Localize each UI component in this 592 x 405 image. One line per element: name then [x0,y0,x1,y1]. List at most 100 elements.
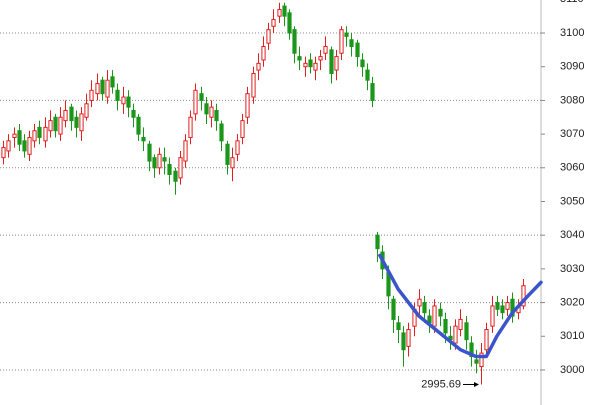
candle-body [214,110,219,122]
candle-body [69,106,74,122]
candle-body [17,130,22,145]
candle-body [157,153,162,169]
candle-body [37,126,42,138]
candle-body [355,42,360,58]
y-tick-label: 3110 [560,0,584,5]
candle-body [110,76,115,88]
candle-body [209,106,214,118]
candle-body [58,116,63,135]
y-tick-label: 3100 [560,27,584,39]
candle-body [484,329,489,351]
candle-body [230,157,235,169]
annotation-arrowhead [474,381,479,387]
candle-body [297,56,302,61]
candle-body [266,29,271,44]
candle-body [183,140,188,162]
candle-body [334,56,339,71]
candle-body [443,318,448,334]
candle-body [256,62,261,71]
y-tick-label: 3020 [560,296,584,308]
candle-body [495,302,500,310]
low-annotation: 2995.69 [421,378,461,390]
candle-body [292,29,297,54]
candle-body [105,79,110,98]
candle-body [271,19,276,27]
candle-body [188,116,193,138]
candle-body [469,342,474,357]
y-tick-label: 3030 [560,263,584,275]
candle-body [27,136,32,155]
candle-body [277,8,282,17]
candle-body [245,93,250,118]
y-tick-label: 3010 [560,330,584,342]
candle-body [1,147,6,159]
candle-body [464,322,469,341]
candle-body [365,69,370,81]
candle-body [422,302,427,314]
candle-body [323,45,328,54]
candle-body [235,140,240,155]
y-tick-label: 3000 [560,364,584,376]
candle-body [95,83,100,95]
candle-body [417,298,422,307]
candle-body [6,140,11,152]
candle-body [162,157,167,162]
candle-body [100,79,105,95]
candle-body [360,59,365,68]
candle-body [396,322,401,331]
y-tick-label: 3060 [560,162,584,174]
candle-body [308,59,313,68]
candle-body [79,113,84,132]
candle-body [147,143,152,162]
y-tick-label: 3080 [560,94,584,106]
candle-body [84,103,89,118]
y-tick-label: 3070 [560,128,584,140]
trend-line [378,253,543,359]
candle-body [53,116,58,132]
candle-body [126,96,131,108]
candle-body [131,110,136,118]
candle-body [453,325,458,344]
candle-body [204,103,209,115]
candle-body [313,62,318,71]
candle-body [479,352,484,368]
candle-body [474,359,479,364]
candle-body [500,305,505,314]
candle-body [432,305,437,327]
candle-body [219,123,224,142]
candle-body [391,298,396,320]
candle-body [261,45,266,61]
candle-body [199,93,204,101]
candle-body [329,49,334,74]
candle-body [510,298,515,317]
candle-body [240,120,245,138]
candle-body [152,157,157,169]
candle-body [141,136,146,142]
candle-body [282,5,287,17]
candle-body [167,163,172,176]
candle-body [48,120,53,132]
candle-body [406,329,411,347]
candle-body [458,318,463,331]
candle-body [115,89,120,101]
candle-body [225,143,230,165]
candle-body [349,39,354,47]
candle-body [121,96,126,105]
candle-body [339,29,344,54]
candle-body [178,157,183,179]
candle-body [74,116,79,128]
candle-body [63,110,68,122]
candle-body [136,116,141,135]
candle-body [401,332,406,351]
candle-body [375,234,380,250]
candle-body [43,126,48,142]
candle-body [22,140,27,152]
candle-body [89,89,94,101]
candle-body [370,83,375,101]
candle-body [521,285,526,307]
candle-body [32,130,37,142]
candle-body [344,32,349,37]
candle-body [505,302,510,310]
